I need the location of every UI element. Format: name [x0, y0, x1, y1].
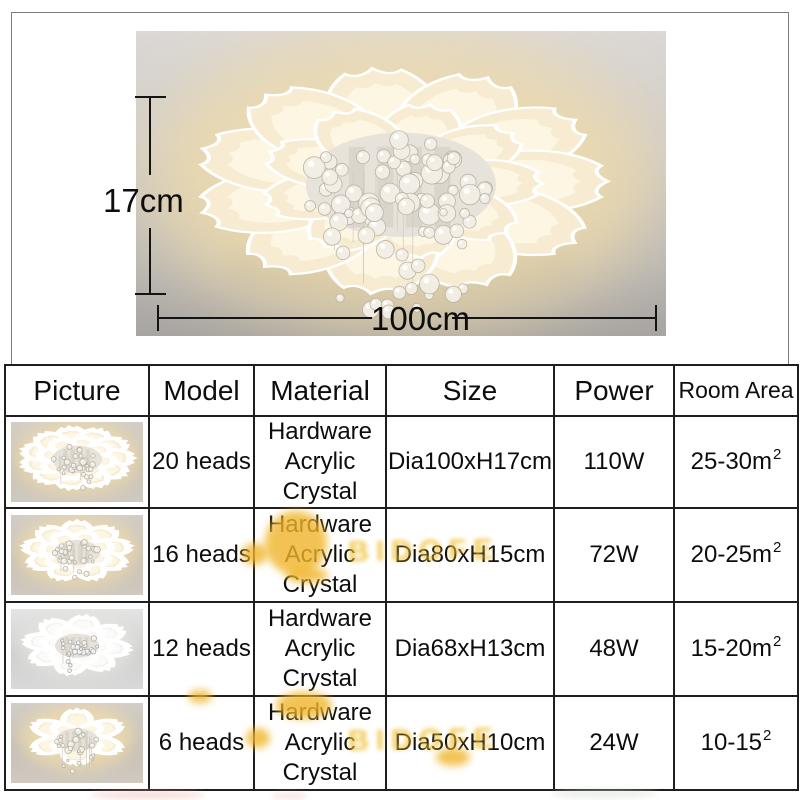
height-dimension-cap-bottom	[135, 293, 166, 295]
cell-room-area: 10-152	[673, 695, 799, 791]
table-row: 16 heads Hardware Acrylic Crystal Dia80x…	[4, 507, 799, 603]
cell-material: Hardware Acrylic Crystal	[253, 507, 387, 603]
cell-power: 72W	[553, 507, 675, 603]
table-row: 20 heads Hardware Acrylic Crystal Dia100…	[4, 415, 799, 509]
height-label: 17cm	[103, 182, 184, 219]
lamp-thumbnail-image	[19, 703, 135, 774]
cell-power: 48W	[553, 601, 675, 697]
cell-room-area: 20-25m2	[673, 507, 799, 603]
product-thumbnail	[11, 703, 143, 783]
width-dimension-cap-right	[655, 305, 657, 331]
cell-size: Dia50xH10cm	[385, 695, 555, 791]
table-header-row: Picture Model Material Size Power Room A…	[4, 364, 799, 417]
smudge	[552, 789, 657, 798]
cell-picture	[4, 695, 150, 791]
cell-material: Hardware Acrylic Crystal	[253, 415, 387, 509]
cell-model: 16 heads	[148, 507, 255, 603]
header-room-area: Room Area	[673, 364, 799, 417]
table-row: 12 heads Hardware Acrylic Crystal Dia68x…	[4, 601, 799, 697]
header-material: Material	[253, 364, 387, 417]
header-size: Size	[385, 364, 555, 417]
cell-size: Dia80xH15cm	[385, 507, 555, 603]
cell-power: 24W	[553, 695, 675, 791]
smudge	[90, 791, 205, 799]
cell-picture	[4, 415, 150, 509]
product-photo	[136, 31, 666, 336]
width-label: 100cm	[371, 300, 471, 337]
cell-room-area: 25-30m2	[673, 415, 799, 509]
lamp-thumbnail-image	[17, 610, 137, 680]
lamp-thumbnail-image	[14, 515, 140, 587]
cell-power: 110W	[553, 415, 675, 509]
width-dimension-line-left	[158, 317, 372, 319]
smudge	[272, 793, 308, 799]
cell-size: Dia100xH17cm	[385, 415, 555, 509]
header-model: Model	[148, 364, 255, 417]
height-dimension-line-upper	[149, 97, 151, 175]
table-row: 6 heads Hardware Acrylic Crystal Dia50xH…	[4, 695, 799, 791]
width-dimension-line-right	[452, 317, 656, 319]
product-image-frame	[11, 12, 789, 365]
header-picture: Picture	[4, 364, 150, 417]
product-thumbnail	[11, 515, 143, 595]
product-thumbnail	[11, 609, 143, 689]
cell-picture	[4, 601, 150, 697]
spec-table: Picture Model Material Size Power Room A…	[4, 364, 799, 791]
cell-room-area: 15-20m2	[673, 601, 799, 697]
header-power: Power	[553, 364, 675, 417]
lamp-thumbnail-image	[12, 422, 142, 496]
cell-material: Hardware Acrylic Crystal	[253, 601, 387, 697]
cell-material: Hardware Acrylic Crystal	[253, 695, 387, 791]
cell-model: 12 heads	[148, 601, 255, 697]
cell-picture	[4, 507, 150, 603]
ceiling-lamp-image	[144, 33, 658, 329]
cell-size: Dia68xH13cm	[385, 601, 555, 697]
product-thumbnail	[11, 422, 143, 502]
cell-model: 20 heads	[148, 415, 255, 509]
cell-model: 6 heads	[148, 695, 255, 791]
height-dimension-line-lower	[149, 228, 151, 294]
